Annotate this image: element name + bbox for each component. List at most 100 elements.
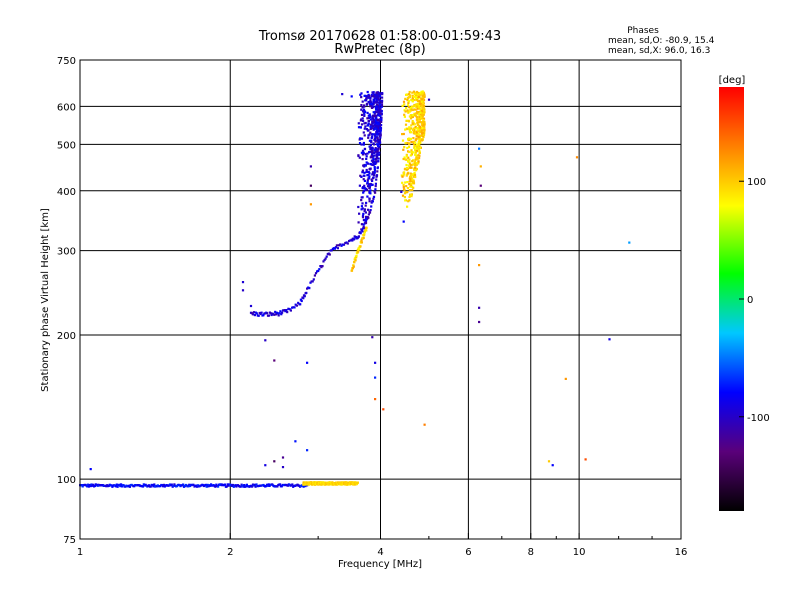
data-point	[423, 111, 426, 114]
data-point	[406, 166, 409, 170]
data-point	[408, 93, 411, 96]
data-point	[374, 191, 377, 194]
y-tick-label: 500	[57, 140, 76, 151]
data-point	[478, 147, 481, 150]
data-point	[364, 188, 367, 191]
data-point	[378, 138, 381, 141]
data-point	[413, 112, 416, 115]
data-point	[350, 95, 353, 98]
data-point	[422, 106, 425, 109]
data-point	[405, 119, 408, 122]
y-tick-label: 100	[57, 475, 76, 486]
data-point	[264, 464, 267, 467]
data-point	[234, 484, 237, 487]
colorbar-ticks: 100 0 -100	[739, 177, 770, 424]
data-point	[418, 129, 421, 132]
data-point	[372, 157, 375, 160]
data-point	[366, 188, 369, 191]
data-point	[328, 253, 331, 256]
data-point	[367, 119, 370, 122]
data-point	[89, 485, 92, 488]
data-point	[374, 148, 377, 151]
data-point	[278, 312, 281, 315]
data-point	[415, 103, 418, 106]
data-point	[375, 150, 378, 153]
data-point	[419, 91, 422, 95]
data-point	[375, 160, 378, 163]
data-point	[360, 123, 364, 126]
data-point	[377, 147, 380, 150]
data-point	[303, 295, 306, 298]
data-point	[421, 126, 424, 130]
data-point	[214, 485, 217, 488]
data-point	[409, 127, 412, 130]
data-point	[415, 169, 418, 172]
data-point	[403, 188, 406, 191]
data-point	[305, 291, 308, 294]
data-point	[226, 483, 229, 486]
data-point	[403, 115, 406, 118]
data-point	[362, 191, 365, 194]
data-point	[410, 163, 413, 166]
data-point	[370, 127, 373, 130]
data-point	[413, 129, 416, 132]
data-point	[371, 116, 374, 119]
data-point	[309, 184, 312, 187]
data-point	[380, 101, 384, 104]
data-point	[365, 229, 368, 232]
data-point	[408, 90, 411, 94]
data-point	[363, 208, 366, 211]
data-point	[378, 141, 381, 144]
data-point	[417, 147, 420, 150]
data-point	[205, 485, 208, 488]
data-point	[373, 167, 376, 170]
data-point	[411, 115, 414, 118]
data-point	[366, 182, 369, 185]
data-point	[363, 122, 366, 125]
data-point	[478, 320, 481, 324]
data-point	[367, 174, 370, 177]
data-point	[414, 151, 417, 154]
data-point	[401, 181, 404, 184]
data-point	[403, 156, 406, 159]
data-point	[379, 126, 382, 129]
data-point	[418, 100, 421, 103]
data-point	[368, 151, 371, 154]
data-point	[299, 303, 302, 306]
data-point	[407, 159, 410, 162]
data-point	[292, 306, 295, 309]
data-point	[309, 165, 312, 168]
data-point	[363, 134, 366, 137]
data-point	[253, 483, 256, 486]
data-point	[377, 153, 381, 156]
x-tick-label: 8	[528, 547, 534, 558]
data-point	[361, 100, 364, 103]
data-point	[420, 128, 423, 131]
data-point	[357, 247, 360, 250]
data-point	[192, 483, 195, 486]
data-point	[360, 241, 363, 244]
data-point	[366, 185, 370, 188]
data-point	[363, 94, 366, 97]
data-point	[374, 185, 377, 188]
data-point	[352, 264, 355, 267]
data-point	[362, 212, 365, 215]
data-point	[241, 289, 245, 292]
data-point	[374, 101, 377, 104]
data-point	[422, 100, 425, 103]
data-point	[414, 108, 417, 111]
data-point	[346, 242, 349, 245]
data-point	[411, 120, 414, 123]
data-point	[359, 174, 362, 177]
data-point	[411, 160, 414, 163]
data-point	[415, 114, 418, 117]
data-point	[254, 485, 257, 488]
data-point	[416, 110, 419, 113]
data-point	[408, 180, 411, 183]
data-point	[89, 468, 92, 471]
data-point	[417, 154, 420, 157]
data-point	[375, 126, 378, 129]
data-point	[120, 485, 124, 488]
data-point	[360, 113, 364, 116]
data-point	[377, 109, 381, 112]
